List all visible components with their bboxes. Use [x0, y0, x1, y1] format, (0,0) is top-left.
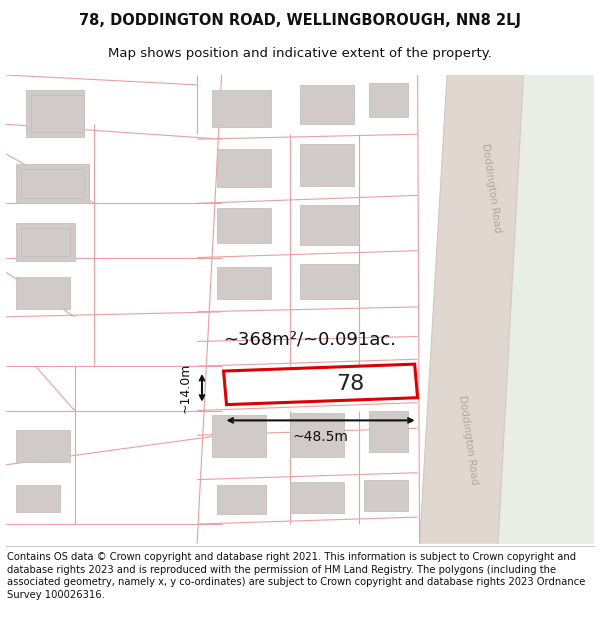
Bar [212, 90, 271, 128]
Text: 78: 78 [336, 374, 364, 394]
Bar [26, 90, 85, 137]
Bar [217, 268, 271, 299]
Bar [217, 484, 266, 514]
Bar [16, 430, 70, 462]
Text: ~14.0m: ~14.0m [179, 362, 192, 413]
Bar [300, 85, 354, 124]
Text: Doddington Road: Doddington Road [480, 143, 502, 234]
Bar [217, 208, 271, 242]
Text: Doddington Road: Doddington Road [457, 395, 480, 486]
Bar [368, 411, 408, 452]
Bar [21, 228, 70, 256]
Bar [290, 412, 344, 457]
Bar [364, 479, 408, 511]
Bar [217, 149, 271, 186]
Bar [16, 278, 70, 309]
Polygon shape [498, 75, 594, 544]
Bar [16, 164, 89, 203]
Polygon shape [419, 75, 523, 544]
Bar [300, 205, 359, 245]
Bar [16, 484, 60, 512]
Text: Contains OS data © Crown copyright and database right 2021. This information is : Contains OS data © Crown copyright and d… [7, 552, 586, 600]
Polygon shape [224, 364, 418, 404]
Bar [21, 169, 85, 198]
Text: ~368m²/~0.091ac.: ~368m²/~0.091ac. [223, 331, 397, 349]
Bar [300, 144, 354, 186]
Text: Map shows position and indicative extent of the property.: Map shows position and indicative extent… [108, 48, 492, 61]
Text: ~48.5m: ~48.5m [293, 430, 349, 444]
Bar [212, 416, 266, 457]
Bar [368, 83, 408, 118]
Bar [290, 482, 344, 513]
Bar [300, 264, 359, 299]
Bar [16, 223, 74, 261]
Text: 78, DODDINGTON ROAD, WELLINGBOROUGH, NN8 2LJ: 78, DODDINGTON ROAD, WELLINGBOROUGH, NN8… [79, 12, 521, 28]
Bar [31, 95, 85, 132]
